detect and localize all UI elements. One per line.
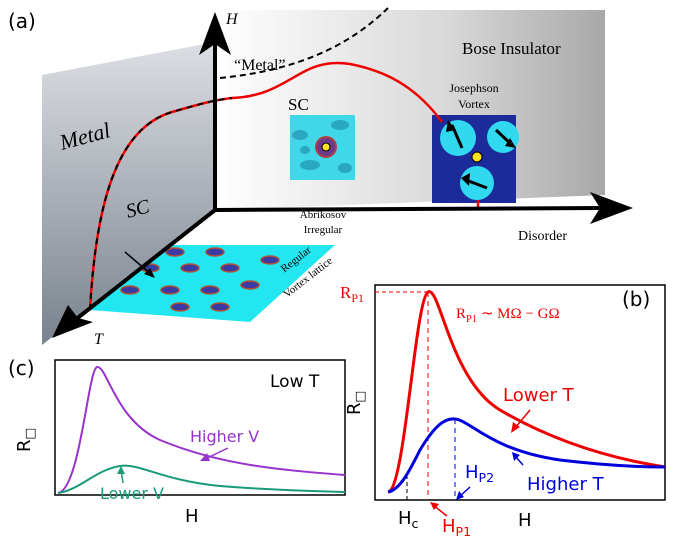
lower-v-label: Lower V (100, 484, 164, 503)
vortex-label: Vortex (458, 97, 490, 111)
label-base: R (340, 283, 352, 302)
formula-base: R (456, 306, 466, 322)
panel-label: (a) (8, 9, 36, 33)
rp1-label: RP1 (340, 283, 364, 305)
higher-t-label: Higher T (527, 474, 605, 495)
x-axis-label: H (518, 510, 532, 531)
label-sub: c (412, 516, 419, 531)
figure: (a) H T Disorder Metal SC “Metal” Bose I… (0, 0, 673, 544)
panel-label: (b) (622, 287, 650, 311)
label-sub: □ (352, 391, 367, 403)
label-base: R (14, 439, 35, 452)
lower-t-label: Lower T (503, 385, 575, 406)
bose-insulator-label: Bose Insulator (462, 39, 561, 58)
t-axis-label: T (94, 331, 104, 348)
abrikosov-label: Abrikosov (300, 209, 347, 221)
h-axis-label: H (225, 11, 239, 28)
low-t-label: Low T (270, 372, 320, 392)
higher-v-label: Higher V (190, 427, 259, 446)
label-base: H (398, 508, 412, 529)
label-base: R (344, 402, 365, 415)
disorder-axis-label: Disorder (518, 229, 567, 244)
label-base: H (442, 516, 456, 537)
y-axis-label: R□ (14, 428, 37, 452)
metal-phase-label: “Metal” (234, 57, 286, 74)
label-sub: P1 (351, 291, 364, 305)
panel-label: (c) (8, 356, 35, 380)
y-axis-label: R□ (344, 391, 367, 415)
formula-rest: ∼ MΩ − GΩ (477, 306, 560, 322)
formula: RP1 ∼ MΩ − GΩ (456, 306, 560, 325)
vortex-core (322, 143, 330, 151)
label-base: H (465, 462, 479, 483)
label-sub: □ (22, 428, 37, 440)
josephson-label: Josephson (449, 81, 498, 95)
hp1-label: HP1 (442, 516, 471, 539)
label-sub: P1 (456, 524, 472, 539)
label-sub: P2 (479, 470, 495, 485)
formula-sub: P1 (466, 314, 477, 325)
page: Phase diagram {"panel_a":{"label":"(a)",… (0, 0, 673, 544)
pointer-head (456, 491, 464, 500)
irregular-label: Irregular (304, 224, 343, 236)
x-axis-label: H (185, 506, 199, 527)
hc-label: Hc (398, 508, 419, 531)
hp2-label: HP2 (465, 462, 494, 485)
sc-inset-label: SC (288, 95, 309, 114)
body: (a) H T Disorder Metal SC “Metal” Bose I… (0, 0, 673, 544)
